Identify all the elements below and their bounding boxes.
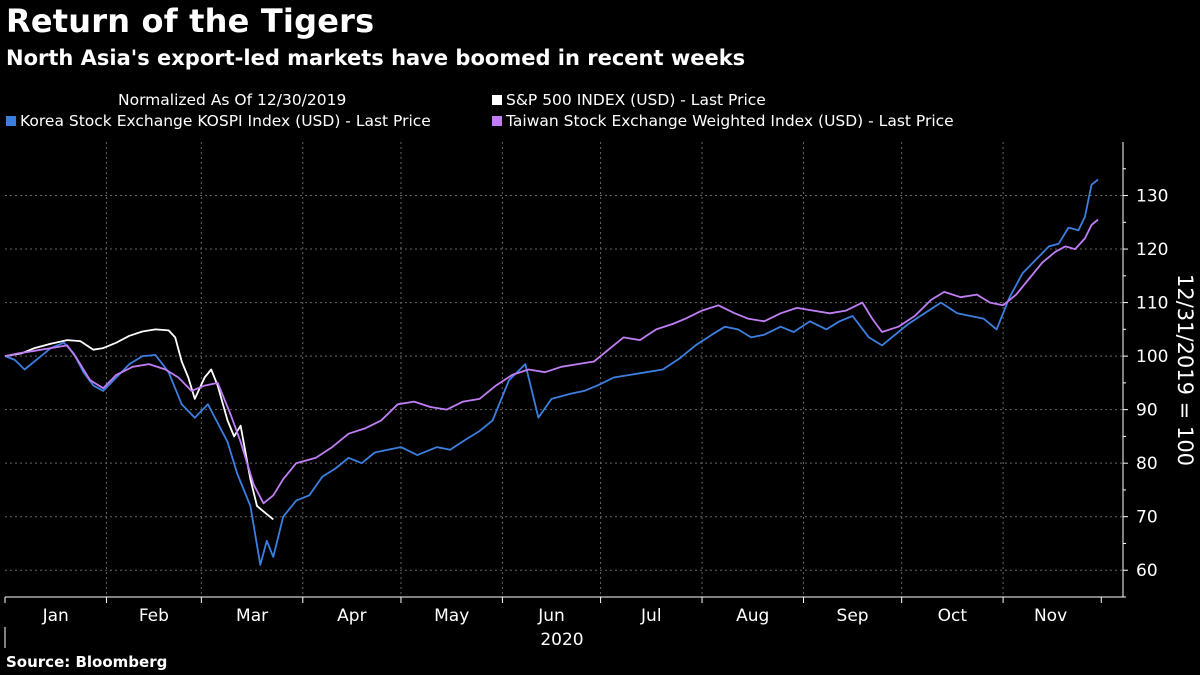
legend-swatch-taiwan [492, 116, 502, 126]
x-tick-label-jun: Jun [537, 606, 565, 626]
legend-label-kospi: Korea Stock Exchange KOSPI Index (USD) -… [20, 112, 431, 130]
y-tick-label-60: 60 [1136, 561, 1158, 581]
x-tick-label-aug: Aug [736, 606, 769, 626]
y-tick-label-80: 80 [1136, 454, 1158, 474]
source-note: Source: Bloomberg [6, 653, 168, 671]
x-axis-year-label: 2020 [540, 630, 583, 650]
y-tick-label-120: 120 [1136, 240, 1168, 260]
legend-label-sp500: S&P 500 INDEX (USD) - Last Price [506, 91, 766, 109]
series-line-2 [4, 218, 1099, 505]
y-tick-label-110: 110 [1136, 294, 1168, 314]
legend-item-taiwan: Taiwan Stock Exchange Weighted Index (US… [492, 112, 954, 130]
series-line-0 [4, 328, 274, 521]
x-tick-label-feb: Feb [139, 606, 169, 626]
axes [4, 142, 1128, 648]
legend-item-sp500: S&P 500 INDEX (USD) - Last Price [492, 91, 766, 109]
y-tick-label-70: 70 [1136, 508, 1158, 528]
chart-subtitle: North Asia's export-led markets have boo… [6, 46, 746, 70]
x-tick-label-jul: Jul [640, 606, 662, 626]
y-tick-label-100: 100 [1136, 347, 1168, 367]
y-axis-title: 12/31/2019 = 100 [1173, 274, 1197, 466]
legend-swatch-kospi [6, 116, 16, 126]
legend-label-taiwan: Taiwan Stock Exchange Weighted Index (US… [506, 112, 954, 130]
series-lines [4, 178, 1099, 566]
x-tick-label-mar: Mar [236, 606, 268, 626]
x-tick-label-oct: Oct [938, 606, 968, 626]
legend-note: Normalized As Of 12/30/2019 [118, 91, 346, 109]
x-tick-label-may: May [434, 606, 469, 626]
x-tick-label-nov: Nov [1034, 606, 1067, 626]
chart-title: Return of the Tigers [6, 2, 375, 40]
legend-note-text: Normalized As Of 12/30/2019 [118, 91, 347, 109]
legend-swatch-sp500 [492, 95, 502, 105]
x-tick-label-apr: Apr [337, 606, 366, 626]
axis-labels: 12/31/2019 = 100 2020 60 70 80 90 100 110 120 1… [42, 187, 1197, 650]
x-tick-label-sep: Sep [837, 606, 869, 626]
y-tick-label-90: 90 [1136, 401, 1158, 421]
grid [5, 142, 1123, 597]
y-tick-label-130: 130 [1136, 187, 1168, 207]
legend-item-kospi: Korea Stock Exchange KOSPI Index (USD) -… [6, 112, 431, 130]
x-tick-label-jan: Jan [42, 606, 69, 626]
